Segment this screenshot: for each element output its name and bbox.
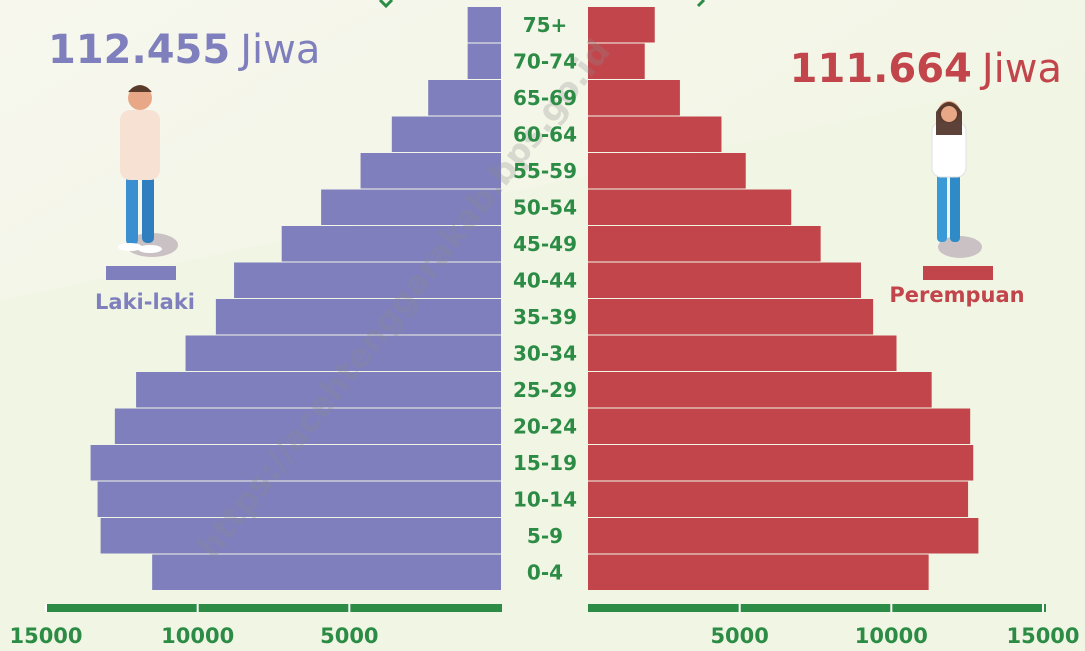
right-tick-label: 5000 bbox=[710, 624, 768, 648]
category-label: 25-29 bbox=[513, 378, 577, 402]
axis: 5000 5000 10000 10000 15000 15000 bbox=[9, 604, 1080, 648]
bar bbox=[321, 189, 501, 225]
category-label: 65-69 bbox=[513, 86, 577, 110]
bar bbox=[588, 7, 655, 43]
bar bbox=[90, 445, 501, 481]
female-legend-swatch bbox=[923, 266, 993, 280]
bar bbox=[360, 153, 501, 189]
right-axis bbox=[588, 604, 1046, 612]
bar bbox=[588, 80, 680, 116]
male-legend-label: Laki-laki bbox=[95, 290, 195, 314]
female-figure bbox=[931, 101, 982, 258]
decoration bbox=[696, 0, 706, 8]
category-label: 5-9 bbox=[527, 524, 563, 548]
left-tick-label: 5000 bbox=[320, 624, 378, 648]
male-total-unit: Jiwa bbox=[237, 27, 320, 73]
right-tick-label: 10000 bbox=[855, 624, 928, 648]
female-legend-label: Perempuan bbox=[889, 283, 1024, 307]
bar bbox=[588, 226, 821, 262]
male-legend-swatch bbox=[106, 266, 176, 280]
bar bbox=[136, 372, 501, 408]
category-label: 20-24 bbox=[513, 414, 577, 438]
bar bbox=[588, 299, 874, 335]
bar bbox=[588, 372, 932, 408]
male-figure bbox=[118, 85, 178, 257]
bar bbox=[588, 43, 645, 79]
category-label: 30-34 bbox=[513, 341, 577, 365]
bar bbox=[588, 518, 979, 554]
bar bbox=[114, 408, 502, 444]
category-label: 0-4 bbox=[527, 560, 563, 584]
category-label: 40-44 bbox=[513, 268, 577, 292]
bar bbox=[588, 153, 746, 189]
female-total-number: 111.664 bbox=[790, 46, 972, 92]
left-tick-label: 15000 bbox=[9, 624, 82, 648]
category-label: 10-14 bbox=[513, 487, 577, 511]
bar bbox=[467, 43, 501, 79]
bars bbox=[90, 7, 979, 590]
bar bbox=[588, 408, 971, 444]
female-total-unit: Jiwa bbox=[979, 46, 1062, 92]
male-total: 112.455 Jiwa bbox=[48, 27, 320, 73]
female-total: 111.664 Jiwa bbox=[790, 46, 1062, 92]
category-label: 50-54 bbox=[513, 195, 577, 219]
bar bbox=[100, 518, 501, 554]
bar bbox=[588, 481, 969, 517]
bar bbox=[281, 226, 501, 262]
bar bbox=[391, 116, 501, 152]
male-total-number: 112.455 bbox=[48, 27, 230, 73]
bar bbox=[588, 445, 974, 481]
bar bbox=[588, 116, 722, 152]
category-label: 60-64 bbox=[513, 122, 577, 146]
bar bbox=[97, 481, 502, 517]
right-tick-label: 15000 bbox=[1006, 624, 1079, 648]
bar bbox=[588, 189, 792, 225]
decoration bbox=[378, 0, 394, 9]
left-axis bbox=[46, 604, 502, 612]
bar bbox=[152, 554, 501, 590]
bar bbox=[428, 80, 501, 116]
left-tick-label: 10000 bbox=[161, 624, 234, 648]
bar bbox=[234, 262, 502, 298]
category-label: 45-49 bbox=[513, 232, 577, 256]
category-label: 35-39 bbox=[513, 305, 577, 329]
bar bbox=[588, 262, 861, 298]
category-label: 75+ bbox=[523, 13, 568, 37]
category-label: 15-19 bbox=[513, 451, 577, 475]
bar bbox=[215, 299, 501, 335]
category-label: 70-74 bbox=[513, 49, 577, 73]
bar bbox=[588, 335, 897, 371]
category-label: 55-59 bbox=[513, 159, 577, 183]
bar bbox=[588, 554, 929, 590]
bar bbox=[185, 335, 502, 371]
bar bbox=[467, 7, 501, 43]
